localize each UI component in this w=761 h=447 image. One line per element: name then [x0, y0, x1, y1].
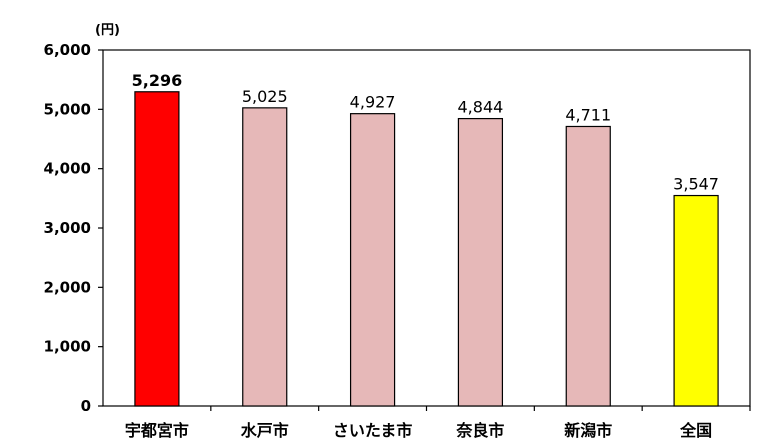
- x-category-label: さいたま市: [333, 421, 413, 440]
- bar: [242, 107, 288, 407]
- y-tick-label: 2,000: [44, 278, 91, 296]
- data-label: 5,025: [242, 87, 288, 106]
- bar: [673, 194, 719, 407]
- data-label: 4,844: [458, 98, 504, 117]
- y-tick-label: 3,000: [44, 219, 91, 237]
- bars-group: [134, 91, 719, 407]
- y-tick-label: 6,000: [44, 41, 91, 59]
- data-label: 3,547: [673, 175, 719, 194]
- y-tick-label: 5,000: [44, 100, 91, 118]
- y-axis: 0 1,000 2,000 3,000 4,000 5,000 6,000: [44, 41, 103, 415]
- data-label: 5,296: [132, 71, 183, 90]
- x-category-label: 水戸市: [241, 421, 289, 440]
- data-labels-group: 5,296 5,025 4,927 4,844 4,711 3,547: [132, 71, 719, 194]
- x-category-label: 新潟市: [564, 421, 612, 440]
- bar: [565, 125, 611, 407]
- x-category-label: 奈良市: [455, 421, 504, 440]
- bar: [349, 113, 396, 407]
- y-tick-label: 0: [81, 397, 91, 415]
- x-axis: 宇都宮市 水戸市 さいたま市 奈良市 新潟市 全国: [125, 406, 751, 440]
- data-label: 4,711: [565, 105, 611, 124]
- x-category-label: 宇都宮市: [125, 421, 189, 440]
- bar: [134, 91, 180, 407]
- y-axis-unit-label: (円): [95, 23, 120, 38]
- y-tick-label: 4,000: [44, 160, 91, 178]
- bar: [457, 117, 504, 407]
- x-category-label: 全国: [679, 421, 712, 440]
- y-tick-label: 1,000: [44, 338, 91, 356]
- plot-area: [102, 49, 751, 407]
- data-label: 4,927: [350, 93, 396, 112]
